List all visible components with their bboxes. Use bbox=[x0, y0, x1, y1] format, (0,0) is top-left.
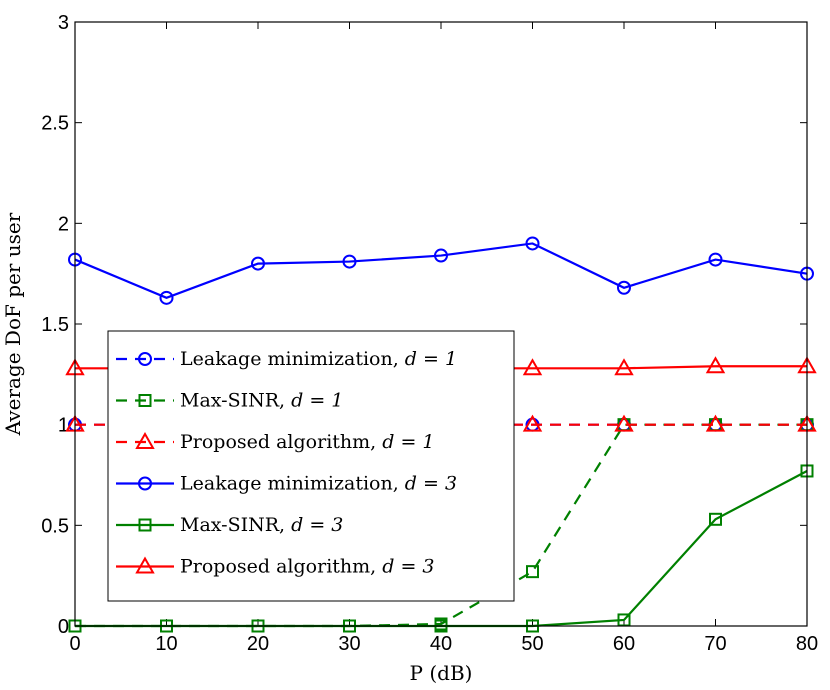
x-tick-label: 10 bbox=[155, 633, 177, 655]
x-tick-label: 20 bbox=[247, 633, 269, 655]
x-tick-label: 80 bbox=[796, 633, 818, 655]
legend-series-name: Max-SINR bbox=[180, 514, 280, 536]
x-tick-label: 60 bbox=[613, 633, 635, 655]
legend-d-label: d = 3 bbox=[382, 556, 434, 578]
legend-d-label: d = 1 bbox=[382, 431, 434, 453]
data-point bbox=[251, 256, 265, 271]
legend-series-name: Max-SINR bbox=[180, 390, 280, 412]
legend-separator: , bbox=[393, 473, 405, 495]
data-point bbox=[709, 512, 722, 526]
legend-entry-label: Leakage minimization, d = 3 bbox=[180, 473, 457, 495]
x-tick-label: 50 bbox=[521, 633, 543, 655]
data-point bbox=[525, 236, 540, 251]
legend-d-label: d = 1 bbox=[405, 348, 457, 370]
plot-frame bbox=[74, 21, 808, 627]
legend-marker bbox=[138, 394, 152, 407]
legend-separator: , bbox=[393, 348, 405, 370]
data-point bbox=[705, 356, 726, 374]
y-tick-label: 2.5 bbox=[41, 113, 69, 135]
data-point bbox=[614, 358, 634, 376]
series-4 bbox=[68, 236, 814, 305]
data-point bbox=[526, 565, 539, 579]
legend-series-name: Proposed algorithm bbox=[180, 431, 370, 453]
data-point bbox=[614, 414, 634, 432]
data-point bbox=[522, 358, 543, 376]
y-tick-label: 3 bbox=[58, 12, 69, 34]
y-tick-label: 1 bbox=[58, 415, 69, 437]
legend-d-label: d = 3 bbox=[291, 514, 343, 536]
legend-series-name: Leakage minimization bbox=[180, 348, 393, 370]
y-tick-label: 1.5 bbox=[41, 314, 69, 336]
legend-series-name: Proposed algorithm bbox=[180, 556, 370, 578]
x-tick-label: 70 bbox=[704, 633, 726, 655]
data-point bbox=[708, 252, 723, 267]
legend-d-label: d = 1 bbox=[291, 390, 343, 412]
data-point bbox=[434, 248, 448, 263]
legend-entry-label: Proposed algorithm, d = 1 bbox=[180, 431, 435, 453]
legend-marker bbox=[135, 431, 155, 449]
legend-separator: , bbox=[279, 514, 291, 536]
data-point bbox=[342, 254, 357, 269]
x-tick-label: 30 bbox=[338, 633, 360, 655]
series-line bbox=[74, 242, 808, 300]
legend-entry-label: Proposed algorithm, d = 3 bbox=[180, 556, 435, 578]
data-point bbox=[159, 290, 174, 305]
legend-separator: , bbox=[279, 390, 291, 412]
data-point bbox=[705, 414, 726, 432]
y-tick-label: 0.5 bbox=[41, 515, 69, 537]
legend-series-name: Leakage minimization bbox=[180, 473, 393, 495]
legend-separator: , bbox=[370, 431, 382, 453]
legend-box bbox=[107, 330, 515, 602]
x-axis-label: P (dB) bbox=[410, 661, 473, 685]
legend-marker bbox=[138, 476, 152, 491]
x-tick-label: 0 bbox=[69, 633, 80, 655]
legend-marker bbox=[138, 518, 152, 532]
data-point bbox=[617, 280, 631, 295]
legend-d-label: d = 3 bbox=[405, 473, 457, 495]
legend-marker bbox=[135, 556, 155, 574]
legend-entry-label: Leakage minimization, d = 1 bbox=[180, 348, 457, 370]
legend-entry-label: Max-SINR, d = 1 bbox=[180, 390, 343, 412]
y-tick-label: 0 bbox=[58, 616, 69, 638]
data-point bbox=[522, 414, 543, 432]
y-tick-label: 2 bbox=[58, 213, 69, 235]
legend-separator: , bbox=[370, 556, 382, 578]
x-tick-label: 40 bbox=[430, 633, 452, 655]
legend-entry-label: Max-SINR, d = 3 bbox=[180, 514, 343, 536]
y-axis-label: Average DoF per user bbox=[1, 212, 25, 436]
axis-ticks: 0 10 20 30 40 50 60 70 80 0 0.5 1 1.5 2 2.5 3 bbox=[41, 12, 818, 655]
legend-marker bbox=[138, 352, 152, 366]
